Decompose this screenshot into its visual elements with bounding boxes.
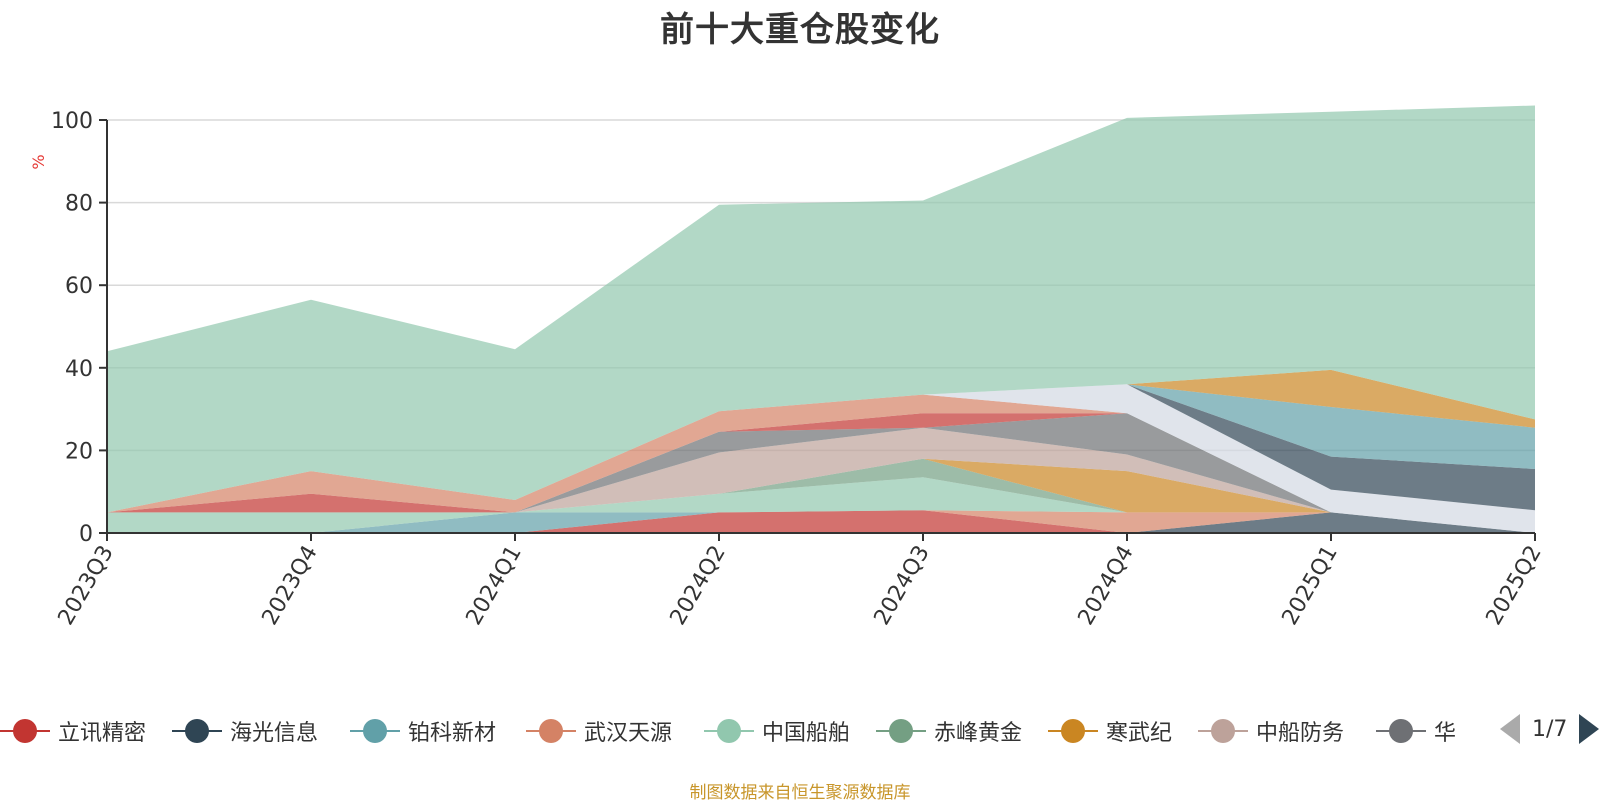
- area-series-unlabeled-15: [107, 105, 1535, 513]
- area-series-unlabeled-10: [107, 394, 1535, 533]
- legend-item[interactable]: 中船防务: [1198, 716, 1344, 746]
- x-tick-label: 2025Q2: [1482, 541, 1547, 629]
- area-series-华: [107, 413, 1535, 533]
- legend-marker-icon: [704, 716, 754, 746]
- area-series-unlabeled-11: [107, 384, 1535, 533]
- legend-marker-icon: [1048, 716, 1098, 746]
- legend-marker-icon: [172, 716, 222, 746]
- legend-marker-icon: [1376, 716, 1426, 746]
- x-tick-label: 2024Q1: [462, 541, 527, 629]
- data-source-note: 制图数据来自恒生聚源数据库: [689, 783, 911, 803]
- y-axis-unit-label: %: [29, 154, 48, 169]
- area-series-立讯精密: [107, 510, 1535, 533]
- y-tick-label: 0: [79, 522, 93, 547]
- x-tick-label: 2024Q3: [870, 541, 935, 629]
- legend-label: 寒武纪: [1106, 721, 1173, 746]
- y-tick-label: 100: [51, 109, 93, 134]
- legend-label: 华: [1434, 721, 1457, 746]
- legend-page-indicator: 1/7: [1532, 716, 1568, 742]
- legend-item[interactable]: 寒武纪: [1048, 716, 1172, 746]
- legend-item[interactable]: 海光信息: [172, 716, 318, 746]
- legend-label: 海光信息: [230, 721, 319, 746]
- legend-marker-icon: [0, 716, 50, 746]
- x-tick-label: 2024Q4: [1074, 541, 1139, 629]
- legend-prev-page-icon[interactable]: [1500, 714, 1520, 744]
- legend-item[interactable]: 武汉天源: [526, 716, 672, 746]
- stacked-area-chart: 0 20 40 60 80 100 2023Q3 2023Q4 2024Q1 2024Q2 2024…: [29, 105, 1547, 629]
- y-tick-label: 60: [65, 274, 93, 299]
- area-series-中船防务: [107, 427, 1535, 533]
- legend-pager: 1/7: [1500, 714, 1600, 744]
- area-series-group: [107, 105, 1535, 533]
- chart-title: 前十大重仓股变化: [660, 10, 940, 50]
- legend-label: 武汉天源: [584, 721, 673, 746]
- legend-item[interactable]: 赤峰黄金: [876, 716, 1022, 746]
- legend-label: 中船防务: [1256, 721, 1345, 746]
- x-tick-label: 2023Q3: [54, 541, 119, 629]
- legend-marker-icon: [526, 716, 576, 746]
- legend-label: 铂科新材: [408, 721, 497, 746]
- y-tick-label: 40: [65, 357, 93, 382]
- chart-legend: 立讯精密 海光信息 铂科新材 武汉天源 中国船舶 赤峰黄金 寒武纪 中船防务 华 1/7: [0, 708, 1600, 758]
- legend-label: 赤峰黄金: [934, 721, 1023, 746]
- y-tick-label: 20: [65, 439, 93, 464]
- legend-item[interactable]: 华: [1376, 716, 1456, 746]
- x-tick-label: 2023Q4: [258, 541, 323, 629]
- legend-label: 中国船舶: [762, 721, 851, 746]
- area-series-海光信息: [107, 510, 1535, 533]
- x-tick-label: 2025Q1: [1278, 541, 1343, 629]
- legend-label: 立讯精密: [58, 721, 147, 746]
- area-series-武汉天源: [107, 510, 1535, 533]
- legend-marker-icon: [876, 716, 926, 746]
- legend-marker-icon: [350, 716, 400, 746]
- area-series-中国船舶: [107, 477, 1535, 533]
- area-series-铂科新材: [107, 510, 1535, 533]
- x-tick-label: 2024Q2: [666, 541, 731, 629]
- legend-items: 立讯精密 海光信息 铂科新材 武汉天源 中国船舶 赤峰黄金 寒武纪 中船防务 华: [0, 708, 1480, 758]
- legend-item[interactable]: 立讯精密: [0, 716, 146, 746]
- legend-item[interactable]: 中国船舶: [704, 716, 850, 746]
- legend-item[interactable]: 铂科新材: [350, 716, 496, 746]
- legend-next-page-icon[interactable]: [1579, 714, 1600, 744]
- legend-marker-icon: [1198, 716, 1248, 746]
- y-tick-label: 80: [65, 192, 93, 217]
